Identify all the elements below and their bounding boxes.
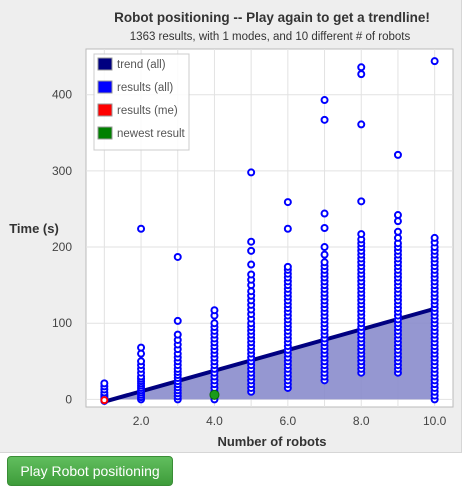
play-robot-positioning-button[interactable]: Play Robot positioning — [7, 456, 173, 486]
y-tick-label: 200 — [52, 240, 72, 254]
y-axis-label: Time (s) — [9, 221, 59, 236]
x-tick-label: 6.0 — [280, 414, 297, 428]
result-point — [320, 224, 329, 232]
y-tick-label: 0 — [65, 392, 72, 406]
my-result-point — [100, 396, 109, 405]
legend-label: trend (all) — [117, 59, 166, 71]
chart-subtitle: 1363 results, with 1 modes, and 10 diffe… — [130, 31, 411, 43]
result-point — [100, 379, 109, 388]
result-point — [320, 258, 329, 267]
legend-swatch — [97, 126, 113, 140]
result-point — [320, 243, 329, 252]
legend-swatch — [97, 80, 113, 94]
result-point — [247, 168, 256, 177]
result-point — [173, 316, 182, 325]
result-point — [320, 250, 329, 259]
x-tick-label: 2.0 — [133, 414, 150, 428]
x-tick-label: 8.0 — [353, 414, 370, 428]
result-point — [137, 343, 146, 352]
result-point — [247, 237, 256, 246]
result-point — [320, 115, 329, 124]
result-point — [210, 306, 219, 315]
y-tick-label: 100 — [52, 316, 72, 330]
result-point — [320, 209, 329, 218]
result-point — [247, 260, 256, 269]
result-point — [283, 262, 292, 271]
result-point — [393, 227, 402, 236]
y-tick-label: 400 — [52, 88, 72, 102]
legend-swatch — [97, 103, 113, 117]
result-point — [283, 224, 292, 233]
result-point — [393, 211, 402, 220]
x-tick-label: 4.0 — [206, 414, 223, 428]
result-point — [357, 63, 366, 72]
result-point — [210, 319, 219, 328]
result-point — [393, 150, 402, 159]
legend-label: results (all) — [117, 82, 173, 94]
y-tick-label: 300 — [52, 164, 72, 178]
result-point — [247, 270, 256, 279]
result-point — [320, 96, 329, 105]
result-point — [137, 357, 146, 366]
chart-title: Robot positioning -- Play again to get a… — [114, 10, 430, 25]
newest-result-point — [209, 389, 220, 400]
result-point — [357, 197, 366, 206]
x-tick-label: 10.0 — [423, 414, 447, 428]
legend-label: newest result — [117, 128, 186, 140]
chart: Robot positioning -- Play again to get a… — [9, 10, 454, 449]
legend-label: results (me) — [117, 105, 178, 117]
trend-line — [103, 306, 436, 404]
legend-swatch — [97, 57, 113, 71]
result-point — [173, 330, 182, 339]
result-point — [247, 246, 256, 255]
x-axis-label: Number of robots — [217, 434, 326, 449]
result-point — [357, 120, 366, 129]
result-point — [283, 198, 292, 207]
result-point — [357, 230, 366, 239]
result-point — [173, 252, 182, 261]
result-point — [430, 57, 439, 66]
result-point — [357, 70, 366, 79]
result-point — [137, 224, 146, 233]
result-point — [430, 233, 439, 242]
